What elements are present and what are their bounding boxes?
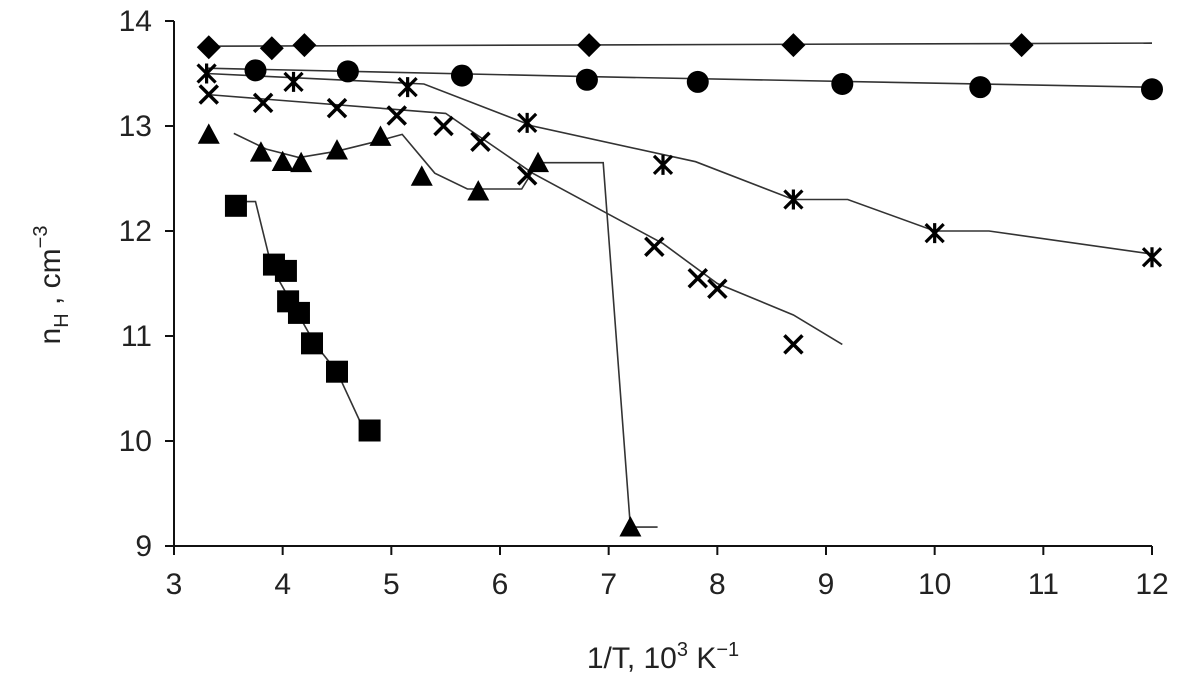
cross-marker <box>470 131 491 152</box>
diamond-marker <box>781 33 806 58</box>
triangle-marker <box>290 151 313 173</box>
asterisk-marker <box>397 77 418 98</box>
cross-marker <box>687 268 709 289</box>
circle-marker <box>969 76 992 99</box>
x-axis-title-sup1: 3 <box>677 639 688 661</box>
y-tick-label: 9 <box>135 530 152 563</box>
x-axis-title: 1/T, 103 K−1 <box>587 639 739 675</box>
x-axis-title-main: 1/T, 10 <box>587 642 677 675</box>
asterisk-marker <box>1141 247 1163 268</box>
diamond-marker <box>196 35 221 60</box>
square-marker <box>301 332 324 355</box>
cross-marker <box>433 115 454 137</box>
x-tick-label: 9 <box>818 568 835 601</box>
cross-marker <box>252 92 274 114</box>
x-tick-label: 5 <box>383 568 400 601</box>
circle-marker <box>244 59 267 82</box>
cross-marker <box>326 97 348 119</box>
square-marker <box>224 194 247 217</box>
x-tick-label: 3 <box>166 568 183 601</box>
x-tick-label: 4 <box>274 568 291 601</box>
y-tick-label: 13 <box>119 110 152 143</box>
fit-line-asterisk <box>206 72 1153 255</box>
triangle-marker <box>271 150 294 172</box>
triangle-marker <box>619 516 642 537</box>
fit-lines <box>206 42 1153 528</box>
diamond-marker <box>1009 33 1034 58</box>
y-tick-label: 12 <box>119 215 152 248</box>
circle-marker <box>450 64 473 87</box>
triangle-marker <box>197 123 220 144</box>
asterisk-marker <box>924 222 945 244</box>
circle-marker <box>575 68 598 91</box>
cross-marker <box>198 84 220 105</box>
triangle-marker <box>326 139 348 160</box>
y-tick-label: 11 <box>121 320 152 353</box>
cross-marker <box>644 236 665 257</box>
square-marker <box>358 419 381 442</box>
circle-marker <box>336 60 359 83</box>
asterisk-marker <box>517 112 538 133</box>
y-tick-label: 14 <box>119 5 152 38</box>
triangle-marker <box>467 180 490 201</box>
asterisk-marker <box>652 154 674 175</box>
circle-marker <box>831 73 854 95</box>
square-marker <box>274 259 297 282</box>
diamond-marker <box>577 33 602 58</box>
circle-marker <box>1141 78 1163 101</box>
y-axis-title-main: n <box>34 328 67 345</box>
x-tick-label: 7 <box>600 568 617 601</box>
triangle-marker <box>249 141 272 162</box>
square-marker <box>326 360 348 383</box>
asterisk-marker <box>283 71 304 93</box>
x-tick-label: 8 <box>709 568 726 601</box>
triangle-marker <box>410 165 433 186</box>
y-axis-title-rest: , cm <box>34 248 67 313</box>
cross-marker <box>783 334 804 355</box>
cross-marker <box>707 278 728 299</box>
x-tick-label: 6 <box>492 568 509 601</box>
triangle-marker <box>369 125 392 146</box>
asterisk-marker <box>196 63 217 84</box>
x-axis-title-mid: K <box>688 642 716 675</box>
y-tick-label: 10 <box>119 425 152 458</box>
circle-marker <box>686 70 709 93</box>
y-axis-title-sup: −3 <box>30 226 52 249</box>
x-tick-label: 12 <box>1135 568 1168 601</box>
asterisk-marker <box>783 189 804 210</box>
x-axis-title-sup2: −1 <box>716 639 739 661</box>
fit-line-cross <box>206 93 843 346</box>
y-axis-title: nH , cm−3 <box>30 226 73 345</box>
fit-line-diamond <box>206 42 1153 47</box>
x-tick-label: 10 <box>918 568 951 601</box>
y-axis-title-sub: H <box>51 313 73 327</box>
x-tick-label: 11 <box>1028 568 1059 601</box>
square-marker <box>287 301 310 324</box>
diamond-marker <box>292 33 317 58</box>
triangle-marker <box>527 151 550 173</box>
diamond-marker <box>259 36 284 61</box>
data-markers <box>196 33 1163 537</box>
axes: 3 4 5 6 7 8 9 10 11 12 9 10 11 12 13 14 <box>119 5 1169 601</box>
fit-line-triangle <box>233 132 658 528</box>
cross-marker <box>386 105 408 126</box>
